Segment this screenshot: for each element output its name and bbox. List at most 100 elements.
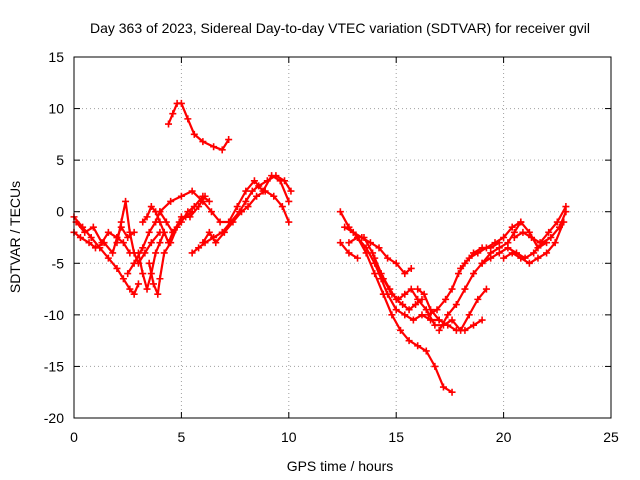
data-point xyxy=(85,239,93,247)
data-point xyxy=(431,321,439,329)
data-point xyxy=(424,311,432,319)
data-point xyxy=(139,244,147,252)
series-pass-17 xyxy=(371,254,490,334)
data-point xyxy=(201,192,209,200)
data-point xyxy=(478,259,486,267)
data-point xyxy=(76,234,84,241)
data-point xyxy=(104,254,112,262)
data-point xyxy=(553,218,561,226)
data-point xyxy=(427,306,435,314)
data-point xyxy=(448,388,456,396)
data-point xyxy=(545,228,553,236)
data-point xyxy=(465,254,473,262)
data-point xyxy=(405,306,413,314)
data-point xyxy=(431,362,439,370)
data-point xyxy=(130,259,138,267)
data-point xyxy=(276,177,284,185)
data-point xyxy=(396,326,404,334)
data-point xyxy=(165,120,173,128)
data-point xyxy=(500,254,508,262)
data-point xyxy=(141,249,149,257)
data-point xyxy=(126,285,134,293)
data-point xyxy=(487,254,495,262)
data-point xyxy=(491,239,499,247)
chart-title: Day 363 of 2023, Sidereal Day-to-day VTE… xyxy=(90,20,590,36)
data-point xyxy=(270,192,278,200)
y-tick-label: -10 xyxy=(44,307,64,323)
data-point xyxy=(199,239,207,247)
data-point xyxy=(448,285,456,293)
data-point xyxy=(405,337,413,345)
data-point xyxy=(233,203,241,211)
data-point xyxy=(478,316,486,324)
data-point xyxy=(184,115,192,123)
data-point xyxy=(401,311,409,319)
series-pass-5 xyxy=(124,192,213,278)
data-point xyxy=(130,290,138,298)
data-point xyxy=(345,249,353,257)
data-point xyxy=(124,270,132,278)
data-point xyxy=(470,321,478,329)
data-point xyxy=(407,264,415,272)
data-point xyxy=(388,311,396,319)
data-point xyxy=(528,234,536,241)
data-point xyxy=(452,326,460,334)
data-point xyxy=(205,228,213,236)
data-point xyxy=(199,197,207,205)
data-point xyxy=(220,228,228,236)
data-point xyxy=(285,218,293,226)
data-point xyxy=(143,213,151,221)
data-point xyxy=(530,249,538,257)
data-point xyxy=(87,234,95,241)
data-point xyxy=(525,259,533,267)
data-point xyxy=(207,208,215,216)
data-point xyxy=(341,223,349,231)
data-point xyxy=(401,290,409,298)
data-point xyxy=(444,311,452,319)
data-point xyxy=(409,316,417,324)
data-point xyxy=(248,187,256,195)
data-point xyxy=(139,218,147,226)
data-point xyxy=(199,138,207,146)
data-point xyxy=(104,228,112,236)
data-point xyxy=(218,146,226,154)
data-point xyxy=(371,254,379,262)
data-point xyxy=(91,244,99,252)
data-point xyxy=(435,326,443,334)
y-tick-label: 5 xyxy=(56,152,64,168)
data-point xyxy=(182,213,190,221)
data-point xyxy=(175,218,183,226)
data-point xyxy=(510,234,518,241)
data-point xyxy=(109,249,117,257)
data-point xyxy=(259,187,267,195)
data-point xyxy=(149,280,157,288)
data-point xyxy=(534,254,542,262)
data-point xyxy=(543,249,551,257)
data-point xyxy=(336,208,344,216)
data-point xyxy=(160,228,168,236)
series-pass-8 xyxy=(139,203,196,247)
data-point xyxy=(420,290,428,298)
data-point xyxy=(156,218,164,226)
data-point xyxy=(519,228,527,236)
data-point xyxy=(188,187,196,195)
data-point xyxy=(268,172,276,180)
data-point xyxy=(162,218,170,226)
data-point xyxy=(375,244,383,252)
data-point xyxy=(422,347,430,355)
data-point xyxy=(212,239,220,247)
data-point xyxy=(285,197,293,205)
data-point xyxy=(495,249,503,257)
data-point xyxy=(119,239,127,247)
data-point xyxy=(470,270,478,278)
data-point xyxy=(169,110,177,118)
data-point xyxy=(134,249,142,257)
data-point xyxy=(508,249,516,257)
data-point xyxy=(392,259,400,267)
data-point xyxy=(147,203,155,211)
data-point xyxy=(278,203,286,211)
data-point xyxy=(371,270,379,278)
data-point xyxy=(134,280,142,288)
data-point xyxy=(349,228,357,236)
data-point xyxy=(525,228,533,236)
